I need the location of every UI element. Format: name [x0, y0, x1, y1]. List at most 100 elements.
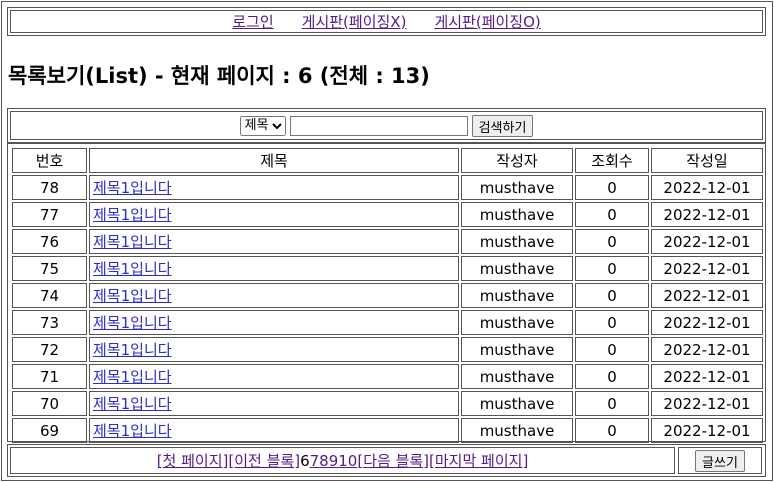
row-title-cell: 제목1입니다 [89, 202, 459, 227]
row-author-cell: musthave [461, 337, 573, 362]
board-list: 번호 제목 작성자 조회수 작성일 78 제목1입니다 musthave 0 2022-… [7, 143, 766, 445]
pager-bar: [첫 페이지] [이전 블록] 6 7 8 9 10 [다음 블록] [마지막 … [7, 444, 766, 477]
search-field-select[interactable]: 제목 [239, 115, 286, 136]
row-views-cell: 0 [575, 229, 649, 254]
post-title-link[interactable]: 제목1입니다 [93, 233, 172, 251]
write-cell: 글쓰기 [678, 447, 762, 474]
row-date-cell: 2022-12-01 [651, 337, 763, 362]
row-views-cell: 0 [575, 283, 649, 308]
row-title-cell: 제목1입니다 [89, 175, 459, 200]
row-date-cell: 2022-12-01 [651, 229, 763, 254]
row-no-cell: 73 [12, 310, 87, 335]
row-title-cell: 제목1입니다 [89, 391, 459, 416]
row-title-cell: 제목1입니다 [89, 310, 459, 335]
row-views-cell: 0 [575, 364, 649, 389]
header-date: 작성일 [651, 148, 763, 173]
row-title-cell: 제목1입니다 [89, 283, 459, 308]
row-views-cell: 0 [575, 418, 649, 443]
row-date-cell: 2022-12-01 [651, 175, 763, 200]
row-no-cell: 78 [12, 175, 87, 200]
row-title-cell: 제목1입니다 [89, 229, 459, 254]
row-title-cell: 제목1입니다 [89, 418, 459, 443]
post-title-link[interactable]: 제목1입니다 [93, 314, 172, 332]
row-author-cell: musthave [461, 310, 573, 335]
post-title-link[interactable]: 제목1입니다 [93, 260, 172, 278]
search-input[interactable] [289, 115, 468, 136]
row-no-cell: 71 [12, 364, 87, 389]
post-title-link[interactable]: 제목1입니다 [93, 422, 172, 440]
row-date-cell: 2022-12-01 [651, 391, 763, 416]
row-date-cell: 2022-12-01 [651, 310, 763, 335]
row-views-cell: 0 [575, 175, 649, 200]
row-author-cell: musthave [461, 202, 573, 227]
row-views-cell: 0 [575, 337, 649, 362]
table-row: 76 제목1입니다 musthave 0 2022-12-01 [12, 229, 763, 254]
table-row: 73 제목1입니다 musthave 0 2022-12-01 [12, 310, 763, 335]
post-title-link[interactable]: 제목1입니다 [93, 179, 172, 197]
write-button[interactable]: 글쓰기 [695, 449, 745, 472]
row-author-cell: musthave [461, 256, 573, 281]
row-date-cell: 2022-12-01 [651, 418, 763, 443]
row-date-cell: 2022-12-01 [651, 364, 763, 389]
table-row: 69 제목1입니다 musthave 0 2022-12-01 [12, 418, 763, 443]
row-views-cell: 0 [575, 310, 649, 335]
page-link-7[interactable]: 7 [309, 451, 320, 470]
header-title: 제목 [89, 148, 459, 173]
post-title-link[interactable]: 제목1입니다 [93, 287, 172, 305]
row-title-cell: 제목1입니다 [89, 337, 459, 362]
row-no-cell: 75 [12, 256, 87, 281]
row-no-cell: 69 [12, 418, 87, 443]
header-views: 조회수 [575, 148, 649, 173]
header-author: 작성자 [461, 148, 573, 173]
row-author-cell: musthave [461, 364, 573, 389]
first-page-link[interactable]: [첫 페이지] [156, 452, 229, 470]
pagination: [첫 페이지] [이전 블록] 6 7 8 9 10 [다음 블록] [마지막 … [10, 447, 675, 474]
row-views-cell: 0 [575, 202, 649, 227]
post-title-link[interactable]: 제목1입니다 [93, 341, 172, 359]
header-no: 번호 [12, 148, 87, 173]
page-title: 목록보기(List) - 현재 페이지 : 6 (전체 : 13) [8, 64, 430, 88]
row-author-cell: musthave [461, 391, 573, 416]
top-nav: 로그인 게시판(페이징X) 게시판(페이징O) [7, 7, 766, 36]
row-author-cell: musthave [461, 418, 573, 443]
nav-board-paging-link[interactable]: 게시판(페이징O) [434, 13, 541, 31]
last-page-link[interactable]: [마지막 페이지] [429, 452, 529, 470]
page-link-10[interactable]: 10 [338, 451, 358, 470]
row-date-cell: 2022-12-01 [651, 283, 763, 308]
row-views-cell: 0 [575, 391, 649, 416]
row-author-cell: musthave [461, 283, 573, 308]
row-views-cell: 0 [575, 256, 649, 281]
nav-login-link[interactable]: 로그인 [232, 13, 274, 31]
row-no-cell: 70 [12, 391, 87, 416]
next-block-link[interactable]: [다음 블록] [357, 452, 430, 470]
row-author-cell: musthave [461, 229, 573, 254]
prev-block-link[interactable]: [이전 블록] [228, 452, 301, 470]
row-author-cell: musthave [461, 175, 573, 200]
row-no-cell: 77 [12, 202, 87, 227]
table-row: 72 제목1입니다 musthave 0 2022-12-01 [12, 337, 763, 362]
table-row: 71 제목1입니다 musthave 0 2022-12-01 [12, 364, 763, 389]
search-button[interactable]: 검색하기 [471, 114, 534, 137]
page-link-8[interactable]: 8 [319, 451, 329, 470]
board-table: 번호 제목 작성자 조회수 작성일 78 제목1입니다 musthave 0 2022-… [10, 146, 765, 445]
table-row: 74 제목1입니다 musthave 0 2022-12-01 [12, 283, 763, 308]
table-header-row: 번호 제목 작성자 조회수 작성일 [12, 148, 763, 173]
row-no-cell: 76 [12, 229, 87, 254]
table-row: 70 제목1입니다 musthave 0 2022-12-01 [12, 391, 763, 416]
row-no-cell: 74 [12, 283, 87, 308]
current-page: 6 [300, 451, 310, 470]
post-title-link[interactable]: 제목1입니다 [93, 206, 172, 224]
table-row: 77 제목1입니다 musthave 0 2022-12-01 [12, 202, 763, 227]
row-title-cell: 제목1입니다 [89, 364, 459, 389]
row-date-cell: 2022-12-01 [651, 256, 763, 281]
nav-board-no-paging-link[interactable]: 게시판(페이징X) [301, 13, 407, 31]
row-date-cell: 2022-12-01 [651, 202, 763, 227]
row-title-cell: 제목1입니다 [89, 256, 459, 281]
post-title-link[interactable]: 제목1입니다 [93, 395, 172, 413]
row-no-cell: 72 [12, 337, 87, 362]
page-link-9[interactable]: 9 [328, 451, 339, 470]
post-title-link[interactable]: 제목1입니다 [93, 368, 172, 386]
table-row: 78 제목1입니다 musthave 0 2022-12-01 [12, 175, 763, 200]
search-form: 제목 검색하기 [7, 108, 766, 143]
